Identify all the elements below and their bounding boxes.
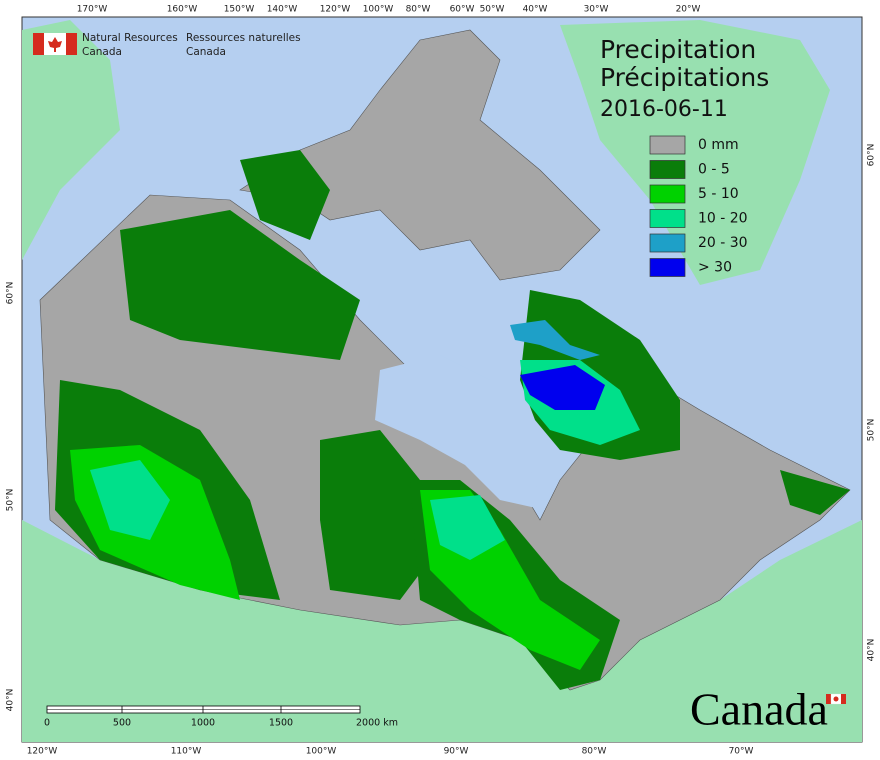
graticule-label: 40°W	[523, 5, 548, 15]
date: 2016-06-11	[600, 97, 728, 122]
graticule-label: 140°W	[267, 5, 298, 15]
title: Precipitation	[600, 35, 756, 64]
legend-swatch	[649, 184, 686, 204]
precip-patch	[430, 495, 505, 560]
legend-label: 20 - 30	[698, 235, 748, 251]
precip-patch	[520, 365, 605, 410]
scale-label: 1000	[191, 718, 215, 729]
scale-label: 1500	[269, 718, 293, 729]
graticule-label: 60°N	[867, 144, 877, 167]
title: Précipitations	[600, 63, 769, 92]
hudson-bay	[375, 355, 545, 510]
legend-swatch	[649, 160, 686, 179]
precip-patch	[320, 430, 430, 600]
arctic-islands	[239, 29, 601, 281]
graticule-label: 30°W	[584, 5, 609, 15]
legend-swatch	[649, 233, 686, 253]
agency-en: Natural Resources	[82, 32, 178, 44]
agency-en: Canada	[82, 46, 122, 58]
precip-patch	[240, 150, 330, 240]
graticule-label: 170°W	[77, 5, 108, 15]
precip-patch	[510, 320, 600, 360]
graticule-label: 60°W	[450, 5, 475, 15]
graticule-label: 40°N	[867, 639, 877, 662]
graticule-label: 40°N	[6, 689, 16, 712]
agency-fr: Ressources naturelles	[186, 32, 301, 44]
scale-label: 0	[44, 718, 50, 729]
legend-label: 5 - 10	[698, 186, 739, 202]
graticule-label: 150°W	[224, 5, 255, 15]
scale-label: 2000 km	[356, 718, 398, 729]
precip-patch	[90, 460, 170, 540]
graticule-label: 120°W	[320, 5, 351, 15]
legend-label: 10 - 20	[698, 211, 748, 227]
legend-swatch	[649, 258, 686, 277]
legend-swatch	[649, 209, 686, 228]
graticule-label: 80°W	[582, 747, 607, 757]
graticule-label: 70°W	[729, 747, 754, 757]
wordmark: Canada	[690, 684, 828, 735]
united-states	[22, 520, 862, 742]
graticule-label: 50°N	[867, 419, 877, 442]
graticule-label: 50°W	[480, 5, 505, 15]
graticule-label: 90°W	[444, 747, 469, 757]
alaska-east-asia	[22, 20, 120, 260]
precip-patch	[120, 210, 360, 360]
graticule-label: 100°W	[363, 5, 394, 15]
graticule-label: 60°N	[6, 282, 16, 305]
wordmark-flag	[826, 693, 846, 705]
scale-label: 500	[113, 718, 131, 729]
graticule-label: 120°W	[27, 747, 58, 757]
nrc-flag	[33, 33, 77, 55]
legend-swatch	[649, 135, 686, 155]
graticule-label: 110°W	[171, 747, 202, 757]
graticule-label: 50°N	[6, 489, 16, 512]
legend-label: 0 - 5	[698, 162, 730, 178]
greenland	[560, 20, 830, 285]
graticule-label: 100°W	[306, 747, 337, 757]
graticule-label: 80°W	[406, 5, 431, 15]
agency-fr: Canada	[186, 46, 226, 58]
graticule-label: 160°W	[167, 5, 198, 15]
legend-label: > 30	[698, 260, 732, 276]
legend-label: 0 mm	[698, 137, 739, 153]
graticule-label: 20°W	[676, 5, 701, 15]
precip-patch	[780, 470, 850, 515]
